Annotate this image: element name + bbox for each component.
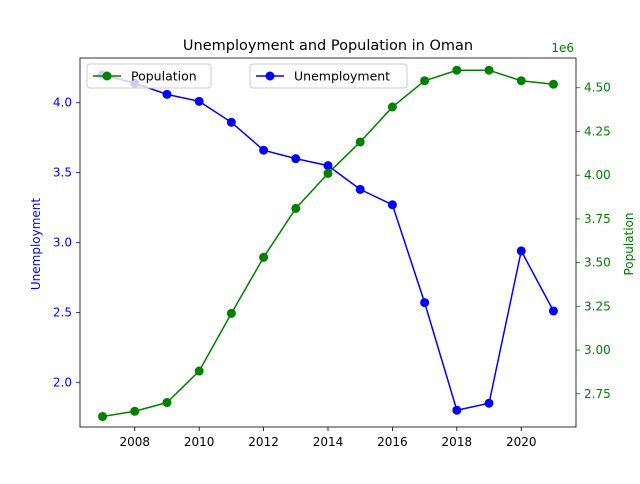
population-data-point bbox=[162, 398, 172, 408]
x-tick-label: 2012 bbox=[248, 435, 279, 449]
unemployment-legend-marker bbox=[265, 71, 275, 81]
left-tick-label: 2.5 bbox=[53, 305, 72, 319]
unemployment-data-point bbox=[259, 145, 269, 155]
right-axis-label: Population bbox=[622, 212, 636, 275]
unemployment-data-point bbox=[323, 161, 333, 171]
right-tick-label: 4.25 bbox=[584, 124, 611, 138]
plot-area: 2008 2010 2012 2014 2016 2018 2020 2.0 2.5 3.0 3.5… bbox=[53, 57, 611, 449]
plot-frame bbox=[79, 57, 577, 428]
population-data-point bbox=[226, 308, 236, 318]
population-data-point bbox=[387, 102, 397, 112]
right-tick-label: 3.75 bbox=[584, 212, 611, 226]
left-tick-label: 3.5 bbox=[53, 166, 72, 180]
unemployment-data-point bbox=[194, 96, 204, 106]
population-series-line bbox=[102, 69, 554, 418]
x-tick-label: 2016 bbox=[377, 435, 408, 449]
right-tick-label: 3.00 bbox=[584, 343, 611, 357]
population-data-point bbox=[259, 252, 269, 262]
unemployment-data-point bbox=[420, 298, 430, 308]
population-data-point bbox=[516, 76, 526, 86]
population-data-point bbox=[452, 65, 462, 75]
population-data-point bbox=[291, 203, 301, 213]
unemployment-data-point bbox=[484, 398, 494, 408]
right-tick-label: 3.25 bbox=[584, 299, 611, 313]
unemployment-data-point bbox=[387, 200, 397, 210]
population-data-point bbox=[420, 76, 430, 86]
population-data-point bbox=[323, 168, 333, 178]
unemployment-data-point bbox=[452, 405, 462, 415]
right-tick-label: 4.50 bbox=[584, 81, 611, 95]
population-data-point bbox=[130, 406, 140, 416]
unemployment-data-point bbox=[516, 246, 526, 256]
unemployment-data-point bbox=[162, 89, 172, 99]
unemployment-data-point bbox=[291, 154, 301, 164]
x-tick-label: 2018 bbox=[442, 435, 473, 449]
x-tick-label: 2020 bbox=[506, 435, 537, 449]
population-data-point bbox=[98, 412, 108, 422]
left-axis-label: Unemployment bbox=[29, 198, 43, 291]
unemployment-legend-box bbox=[249, 63, 408, 89]
population-legend-marker bbox=[102, 71, 112, 81]
chart-title: Unemployment and Population in Oman bbox=[183, 38, 473, 54]
left-tick-label: 3.0 bbox=[53, 236, 72, 250]
population-data-point bbox=[194, 366, 204, 376]
unemployment-legend-label: Unemployment bbox=[294, 69, 390, 84]
x-tick-label: 2008 bbox=[119, 435, 150, 449]
right-tick-label: 3.50 bbox=[584, 256, 611, 270]
population-legend-box bbox=[86, 63, 212, 89]
unemployment-series-line bbox=[102, 74, 555, 412]
left-tick-label: 4.0 bbox=[53, 96, 72, 110]
unemployment-data-point bbox=[226, 117, 236, 127]
population-data-point bbox=[548, 79, 558, 89]
x-tick-label: 2014 bbox=[313, 435, 344, 449]
left-tick-label: 2.0 bbox=[53, 375, 72, 389]
x-tick-label: 2010 bbox=[184, 435, 215, 449]
right-tick-label: 4.00 bbox=[584, 168, 611, 182]
unemployment-data-point bbox=[548, 306, 558, 316]
population-legend-label: Population bbox=[131, 69, 197, 84]
unemployment-data-point bbox=[355, 184, 365, 194]
population-data-point bbox=[355, 137, 365, 147]
right-tick-label: 2.75 bbox=[584, 387, 611, 401]
right-axis-multiplier: 1e6 bbox=[551, 41, 574, 55]
population-data-point bbox=[484, 65, 494, 75]
